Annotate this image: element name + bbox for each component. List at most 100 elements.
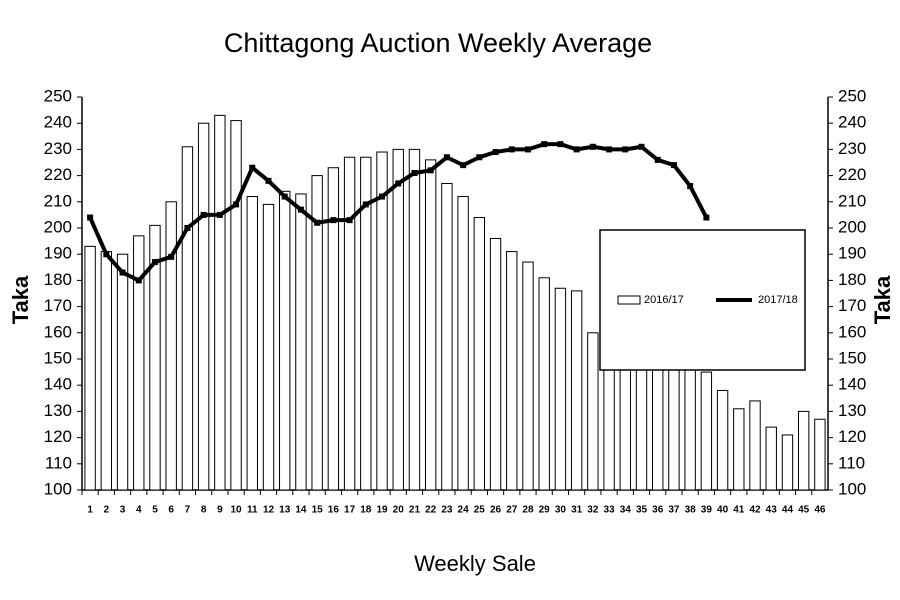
y-tick-label: 250 — [44, 86, 72, 105]
bar — [262, 203, 275, 491]
y-tick-label: 160 — [44, 322, 72, 341]
y2-tick-label: 180 — [838, 270, 866, 289]
line-marker — [622, 146, 629, 153]
x-tick-label: 41 — [733, 505, 745, 516]
line-marker — [233, 201, 240, 208]
y-tick-label: 100 — [44, 479, 72, 498]
bar — [700, 371, 713, 491]
bar — [327, 167, 340, 491]
bar — [392, 148, 404, 491]
y2-tick-label: 200 — [838, 217, 866, 236]
line-marker — [184, 225, 191, 231]
bar — [733, 408, 745, 491]
line-marker — [87, 214, 94, 221]
bar — [295, 193, 307, 491]
bar — [230, 120, 242, 491]
bar — [635, 353, 648, 491]
line-marker — [703, 214, 710, 221]
bar — [570, 290, 583, 491]
y2-tick-label: 150 — [838, 348, 866, 367]
bar — [133, 235, 145, 491]
x-tick-label: 28 — [522, 505, 534, 516]
line-marker — [135, 277, 142, 284]
bar — [522, 261, 534, 491]
line-marker — [476, 154, 483, 161]
x-tick-label: 42 — [749, 505, 761, 516]
bar — [473, 217, 486, 491]
bar — [343, 156, 356, 491]
x-tick-label: 40 — [717, 505, 729, 516]
x-tick-label: 19 — [376, 505, 388, 516]
line-marker — [492, 149, 499, 156]
x-tick-label: 23 — [441, 505, 453, 516]
bar — [84, 245, 96, 491]
bar — [424, 159, 437, 491]
bar — [538, 277, 550, 491]
bar — [165, 201, 177, 491]
x-tick-label: 39 — [701, 505, 713, 516]
y-tick-label: 190 — [44, 244, 72, 263]
x-tick-label: 25 — [474, 505, 486, 516]
x-tick-label: 20 — [393, 505, 405, 516]
y-tick-label: 150 — [44, 348, 72, 367]
y2-tick-label: 230 — [838, 139, 866, 158]
bar — [311, 175, 323, 491]
x-tick-label: 15 — [312, 505, 324, 516]
x-tick-label: 22 — [425, 505, 437, 516]
legend-label: 2017/18 — [758, 294, 798, 306]
bar — [668, 363, 680, 491]
line-marker — [427, 167, 434, 174]
bar — [197, 122, 210, 491]
line-marker — [443, 154, 450, 161]
line-marker — [168, 253, 175, 260]
x-tick-label: 9 — [217, 505, 223, 516]
x-tick-label: 30 — [555, 505, 567, 516]
x-tick-label: 2 — [104, 505, 110, 516]
line-marker — [151, 259, 158, 266]
bar — [116, 253, 129, 491]
bar — [652, 358, 664, 491]
x-tick-label: 18 — [360, 505, 372, 516]
line-marker — [573, 146, 580, 153]
line-marker — [508, 146, 515, 153]
line-marker — [297, 206, 304, 213]
y-tick-label: 140 — [44, 375, 72, 394]
line-marker — [638, 143, 645, 150]
bar — [554, 287, 567, 491]
line-marker — [606, 146, 613, 153]
line-marker — [411, 169, 418, 176]
legend-swatch — [617, 295, 641, 305]
bar — [279, 190, 291, 491]
x-tick-label: 27 — [506, 505, 518, 516]
line-marker — [395, 180, 402, 187]
bar — [376, 151, 388, 491]
bar — [781, 434, 794, 491]
x-tick-label: 7 — [185, 505, 191, 516]
x-tick-label: 21 — [409, 505, 421, 516]
y-tick-label: 200 — [44, 217, 72, 236]
bar — [814, 418, 826, 491]
y-tick-label: 240 — [44, 113, 72, 132]
x-tick-label: 34 — [620, 505, 632, 516]
y2-tick-label: 220 — [838, 165, 866, 184]
bar — [181, 146, 194, 491]
bar — [765, 426, 777, 491]
y2-tick-label: 130 — [838, 401, 866, 420]
line-marker — [119, 269, 126, 276]
x-tick-label: 11 — [247, 505, 258, 516]
line-marker — [200, 211, 207, 218]
y2-tick-label: 100 — [838, 479, 866, 498]
line-marker — [265, 177, 272, 184]
line-marker — [670, 162, 677, 169]
y-tick-label: 220 — [44, 165, 72, 184]
x-tick-label: 4 — [136, 505, 142, 516]
bar — [716, 389, 729, 491]
x-tick-label: 3 — [120, 505, 126, 516]
x-tick-label: 36 — [652, 505, 664, 516]
y2-tick-label: 170 — [838, 296, 866, 315]
y2-tick-label: 240 — [838, 113, 866, 132]
y2-axis-title: Taka — [870, 275, 895, 324]
line-marker — [379, 193, 386, 200]
y-tick-label: 120 — [44, 427, 72, 446]
